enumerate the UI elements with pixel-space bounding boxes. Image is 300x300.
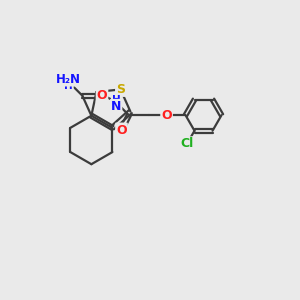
Text: H₂N: H₂N <box>56 73 81 85</box>
Text: S: S <box>116 83 125 96</box>
Text: O: O <box>97 89 107 102</box>
Text: N: N <box>111 100 122 113</box>
Text: O: O <box>161 109 172 122</box>
Text: O: O <box>116 124 127 136</box>
Text: H: H <box>112 95 121 105</box>
Text: H: H <box>64 81 73 91</box>
Text: Cl: Cl <box>180 137 194 150</box>
